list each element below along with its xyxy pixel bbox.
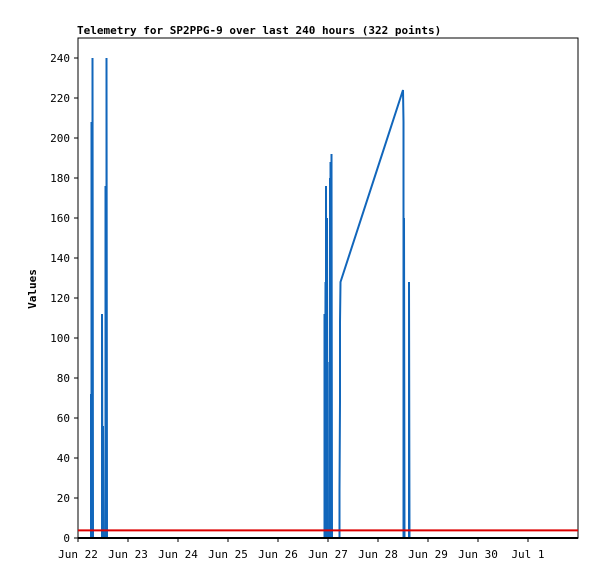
- y-tick-label: 60: [57, 412, 70, 425]
- x-tick-label: Jun 26: [258, 548, 298, 561]
- y-axis: 0 20 40 60 80 100 120 140 160 180 200 220 240: [50, 52, 78, 545]
- x-tick-label: Jun 25: [208, 548, 248, 561]
- x-axis: Jun 22 Jun 23 Jun 24 Jun 25 Jun 26 Jun 27 Jun …: [58, 538, 545, 561]
- x-tick-label: Jul 1: [511, 548, 544, 561]
- x-tick-label: Jun 28: [358, 548, 398, 561]
- y-tick-label: 20: [57, 492, 70, 505]
- x-tick-label: Jun 29: [408, 548, 448, 561]
- y-tick-label: 220: [50, 92, 70, 105]
- y-tick-label: 80: [57, 372, 70, 385]
- y-tick-label: 40: [57, 452, 70, 465]
- telemetry-series-blue: [90, 57, 411, 539]
- y-tick-label: 0: [63, 532, 70, 545]
- series-group: [78, 57, 578, 539]
- y-tick-label: 200: [50, 132, 70, 145]
- x-tick-label: Jun 23: [108, 548, 148, 561]
- y-tick-label: 180: [50, 172, 70, 185]
- x-tick-label: Jun 22: [58, 548, 98, 561]
- chart-title: Telemetry for SP2PPG-9 over last 240 hou…: [77, 24, 441, 37]
- x-tick-label: Jun 27: [308, 548, 348, 561]
- x-tick-label: Jun 30: [458, 548, 498, 561]
- y-tick-label: 160: [50, 212, 70, 225]
- x-tick-label: Jun 24: [158, 548, 198, 561]
- y-tick-label: 100: [50, 332, 70, 345]
- y-tick-label: 240: [50, 52, 70, 65]
- y-tick-label: 120: [50, 292, 70, 305]
- y-tick-label: 140: [50, 252, 70, 265]
- y-axis-label: Values: [26, 269, 39, 309]
